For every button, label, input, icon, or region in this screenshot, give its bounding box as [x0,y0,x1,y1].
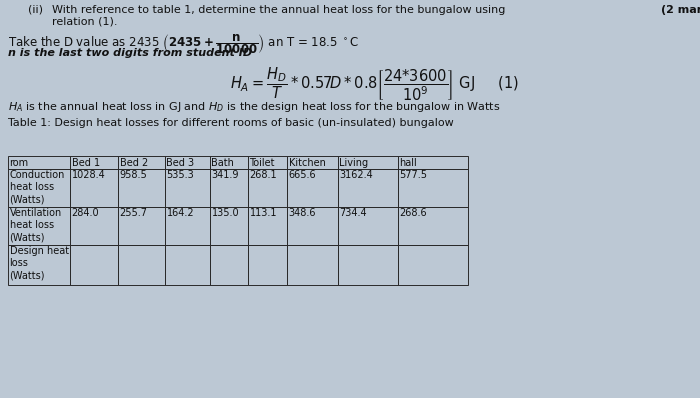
Text: Bed 3: Bed 3 [167,158,195,168]
Bar [398,169,468,207]
Bar [165,207,210,245]
Text: relation (1).: relation (1). [52,17,118,27]
Text: Conduction
heat loss
(Watts): Conduction heat loss (Watts) [10,170,65,205]
Text: 3162.4: 3162.4 [340,170,373,181]
Bar [8,156,70,169]
Bar [70,207,118,245]
Text: n is the last two digits from student ID: n is the last two digits from student ID [8,48,252,58]
Bar [165,156,210,169]
Bar [248,207,287,245]
Bar [165,245,210,285]
Bar [118,169,165,207]
Text: With reference to table 1, determine the annual heat loss for the bungalow using: With reference to table 1, determine the… [52,5,505,15]
Text: rom: rom [10,158,29,168]
Bar [210,245,248,285]
Text: 665.6: 665.6 [288,170,316,181]
Bar [70,169,118,207]
Text: Take the D value as 2435 $\mathbf{\left(2435 + \dfrac{n}{10000}\right)}$ an T = : Take the D value as 2435 $\mathbf{\left(… [8,32,359,56]
Text: Living: Living [340,158,369,168]
Text: Bath: Bath [211,158,235,168]
Text: 341.9: 341.9 [211,170,239,181]
Bar [398,207,468,245]
Text: Bed 2: Bed 2 [120,158,148,168]
Text: 268.1: 268.1 [249,170,277,181]
Bar [338,156,398,169]
Bar [70,156,118,169]
Bar [338,207,398,245]
Text: Table 1: Design heat losses for different rooms of basic (un-insulated) bungalow: Table 1: Design heat losses for differen… [8,118,454,128]
Bar [210,156,248,169]
Text: $H_A = \dfrac{H_D}{T} * 0.57D * 0.8\left[\dfrac{24{*}3600}{10^9}\right]$ GJ     : $H_A = \dfrac{H_D}{T} * 0.57D * 0.8\left… [230,65,519,103]
Bar [248,169,287,207]
Bar [8,207,70,245]
Text: 268.6: 268.6 [400,209,427,219]
Text: 164.2: 164.2 [167,209,194,219]
Text: 577.5: 577.5 [400,170,428,181]
Bar [118,156,165,169]
Text: Toilet: Toilet [249,158,275,168]
Bar [287,156,338,169]
Bar [287,169,338,207]
Bar [210,207,248,245]
Text: Design heat
loss
(Watts): Design heat loss (Watts) [10,246,69,281]
Text: 255.7: 255.7 [120,209,148,219]
Text: 135.0: 135.0 [211,209,239,219]
Bar [118,207,165,245]
Text: Ventilation
heat loss
(Watts): Ventilation heat loss (Watts) [10,209,62,242]
Text: 348.6: 348.6 [288,209,316,219]
Bar [8,245,70,285]
Text: (ii): (ii) [28,5,43,15]
Bar [70,245,118,285]
Bar [338,169,398,207]
Text: 535.3: 535.3 [167,170,195,181]
Bar [287,245,338,285]
Text: 113.1: 113.1 [249,209,277,219]
Text: 958.5: 958.5 [120,170,147,181]
Text: hall: hall [400,158,417,168]
Bar [165,169,210,207]
Bar [118,245,165,285]
Text: $H_A$ is the annual heat loss in GJ and $H_D$ is the design heat loss for the bu: $H_A$ is the annual heat loss in GJ and … [8,100,500,114]
Bar [248,245,287,285]
Bar [8,169,70,207]
Text: 284.0: 284.0 [71,209,99,219]
Bar [210,169,248,207]
Text: Bed 1: Bed 1 [71,158,99,168]
Bar [287,207,338,245]
Text: (2 marks): (2 marks) [661,5,700,15]
Bar [398,156,468,169]
Bar [398,245,468,285]
Text: 734.4: 734.4 [340,209,367,219]
Bar [248,156,287,169]
Text: Kitchen: Kitchen [288,158,326,168]
Bar [338,245,398,285]
Text: 1028.4: 1028.4 [71,170,105,181]
